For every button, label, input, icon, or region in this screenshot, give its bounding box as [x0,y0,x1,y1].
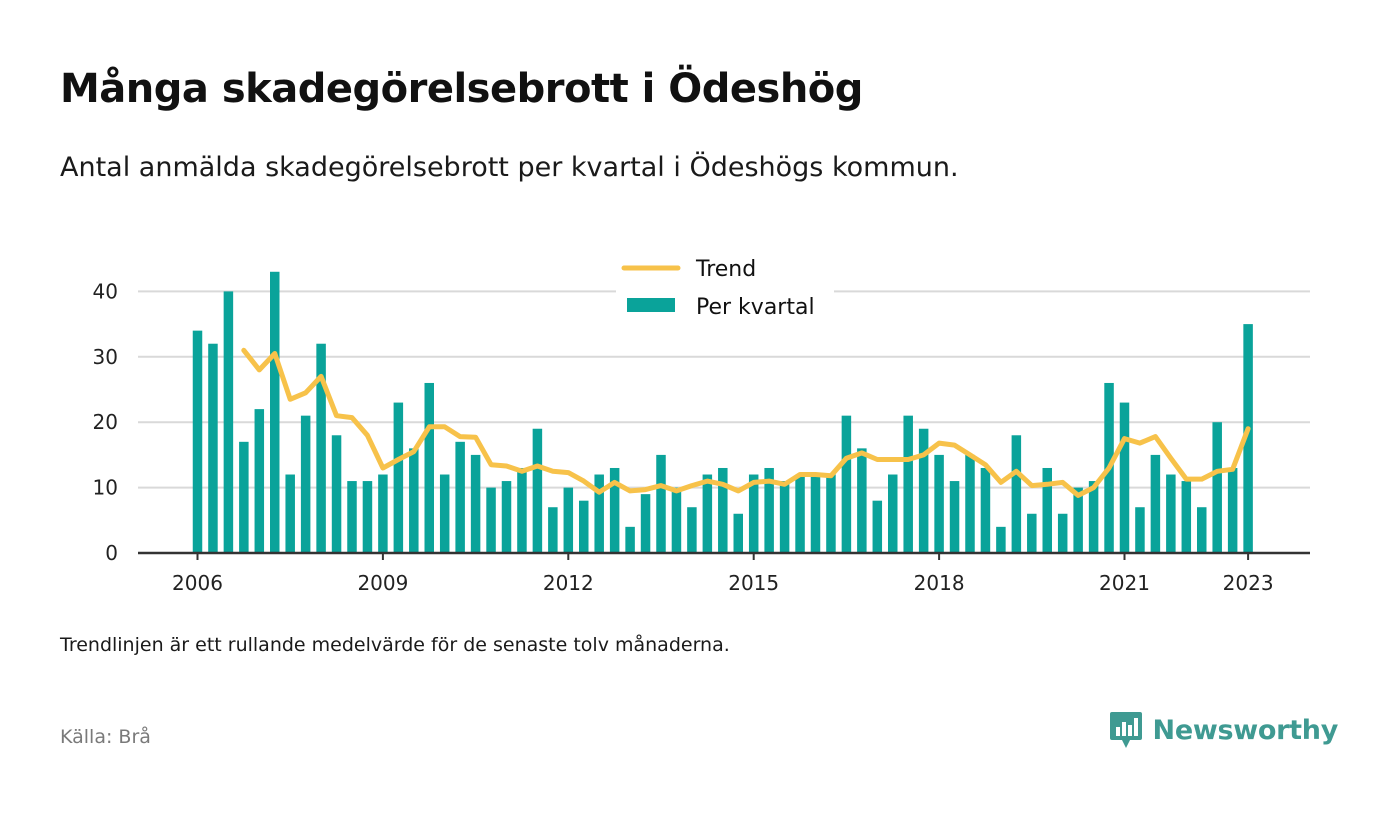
bar [285,474,295,553]
bar [1150,454,1161,553]
bar [826,474,836,553]
legend-bar-swatch [627,298,675,312]
bar [223,291,234,553]
y-tick-label: 10 [93,476,118,500]
bar [532,428,543,553]
bar [841,415,852,553]
bar [501,481,512,553]
chart-subtitle: Antal anmälda skadegörelsebrott per kvar… [60,152,959,183]
newsworthy-logo-icon [1109,712,1142,748]
bar [254,409,265,553]
bar [625,526,635,553]
bar [687,507,697,553]
bar [192,330,203,553]
bar [1135,507,1145,553]
bar [1197,507,1207,553]
bar [270,271,280,553]
bar [1119,402,1130,553]
bar [1073,487,1083,553]
bar [563,487,574,553]
bar [362,481,373,553]
bar [378,474,388,553]
bar [656,454,666,553]
y-tick-label: 40 [93,279,118,303]
y-tick-label: 20 [93,410,118,434]
bar [857,448,867,553]
bar [1181,481,1192,553]
bar [671,487,682,553]
bar [918,428,929,553]
bar [810,474,821,553]
y-tick-label: 30 [93,345,118,369]
legend-bar-label: Per kvartal [696,295,815,320]
bar [1212,422,1222,553]
bar [548,507,558,553]
bar [439,474,450,553]
bar [949,481,960,553]
y-tick-label: 0 [105,541,118,565]
bar [980,467,991,553]
legend-trend-label: Trend [695,257,756,282]
x-tick-label: 2023 [1223,571,1274,595]
bar [888,474,898,553]
bar [393,402,404,553]
bar [996,526,1006,553]
bar [1011,435,1022,553]
brand-name: Newsworthy [1152,714,1339,746]
bar [1243,324,1253,553]
bar [764,467,774,553]
bar [1166,474,1176,553]
footnote: Trendlinjen är ett rullande medelvärde f… [60,634,730,656]
bar [579,500,589,553]
bar [455,441,465,553]
chart-area: 0 10 20 30 40 2006 2009 2012 2015 2018 2021 2023 Tr… [93,252,1310,595]
x-tick-label: 2018 [914,571,965,595]
bar [640,494,651,553]
x-tick-label: 2012 [543,571,594,595]
bar [470,454,481,553]
axes: 0 10 20 30 40 2006 2009 2012 2015 2018 2021 2023 [93,279,1310,595]
bar [300,415,311,553]
bar [409,448,419,553]
bar [795,474,805,553]
x-tick-label: 2015 [728,571,779,595]
bar [239,441,249,553]
bar [748,474,759,553]
bar [1057,513,1068,553]
bar [1027,513,1037,553]
bar [331,435,342,553]
bar-series [192,271,1253,553]
bar [779,481,790,553]
trend-series [241,347,1251,498]
bar [517,467,527,553]
legend-background [616,252,834,326]
bar [934,454,944,553]
bar [733,513,743,553]
bar [1227,467,1238,553]
x-tick-label: 2021 [1099,571,1150,595]
trend-line [241,347,1251,498]
source-text: Källa: Brå [60,726,151,748]
bar [347,481,357,553]
bar [718,467,728,553]
bar [609,467,620,553]
bar [872,500,883,553]
legend: Trend Per kvartal [616,252,834,326]
bar [316,343,326,553]
brand-logo: Newsworthy [1109,710,1338,750]
bar [486,487,496,553]
x-tick-label: 2009 [357,571,408,595]
bar [1088,481,1099,553]
bar [1042,467,1052,553]
bar [424,382,434,553]
bar [594,474,604,553]
bar [702,474,713,553]
x-tick-label: 2006 [172,571,223,595]
bar [208,343,218,553]
bar [903,415,913,553]
bar [965,454,975,553]
chart-title: Många skadegörelsebrott i Ödeshög [60,66,863,112]
